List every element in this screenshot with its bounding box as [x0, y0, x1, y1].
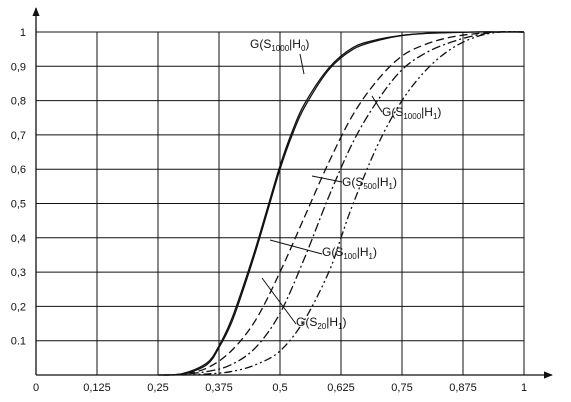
- y-tick-label: 0,5: [11, 199, 26, 211]
- y-tick-label: 0,2: [11, 301, 26, 313]
- y-tick-label: 0,7: [11, 130, 26, 142]
- x-tick-label: 0: [33, 382, 39, 394]
- x-tick-label: 0,125: [83, 382, 111, 394]
- x-tick-label: 0,375: [205, 382, 233, 394]
- x-tick-label: 0,75: [391, 382, 412, 394]
- annotation-label: G(S1000|H0): [250, 37, 309, 53]
- annotation-leader: [371, 95, 383, 113]
- axes: [32, 7, 553, 379]
- annotation-label: G(S20|H1): [296, 315, 347, 331]
- series-line-4: [172, 31, 525, 376]
- series-line-5: [182, 30, 525, 376]
- series-line-3: [162, 31, 525, 376]
- x-tick-label: 0,25: [147, 382, 168, 394]
- x-tick-label: 0,875: [449, 382, 477, 394]
- annotation-leader: [311, 175, 343, 183]
- annotations: G(S1000|H0) G(S1000|H1) G(S500|H1) G(S100|H…: [250, 37, 441, 331]
- tick-labels: 0 0,125 0,25 0,375 0,5 0,625 0,75 0,875 1 0.1 0,2 0…: [11, 27, 527, 394]
- annotation-leader: [299, 53, 305, 75]
- annotation-leader: [269, 239, 323, 255]
- series-line-2: [157, 31, 524, 376]
- y-tick-label: 0,8: [11, 96, 26, 108]
- annotation-label: G(S500|H1): [342, 175, 397, 191]
- y-tick-label: 0,3: [11, 267, 26, 279]
- x-tick-label: 1: [521, 382, 527, 394]
- series-group: [157, 30, 525, 376]
- annotation-leader: [261, 277, 297, 325]
- x-tick-label: 0,625: [327, 382, 355, 394]
- x-tick-label: 0,5: [272, 382, 287, 394]
- y-tick-label: 0.1: [11, 336, 26, 348]
- annotation-label: G(S100|H1): [322, 245, 377, 261]
- y-tick-label: 1: [20, 27, 26, 39]
- annotation-label: G(S1000|H1): [382, 105, 441, 121]
- y-tick-label: 0,4: [11, 233, 26, 245]
- grid: [36, 31, 525, 375]
- y-tick-label: 0,9: [11, 61, 26, 73]
- y-tick-label: 0,6: [11, 164, 26, 176]
